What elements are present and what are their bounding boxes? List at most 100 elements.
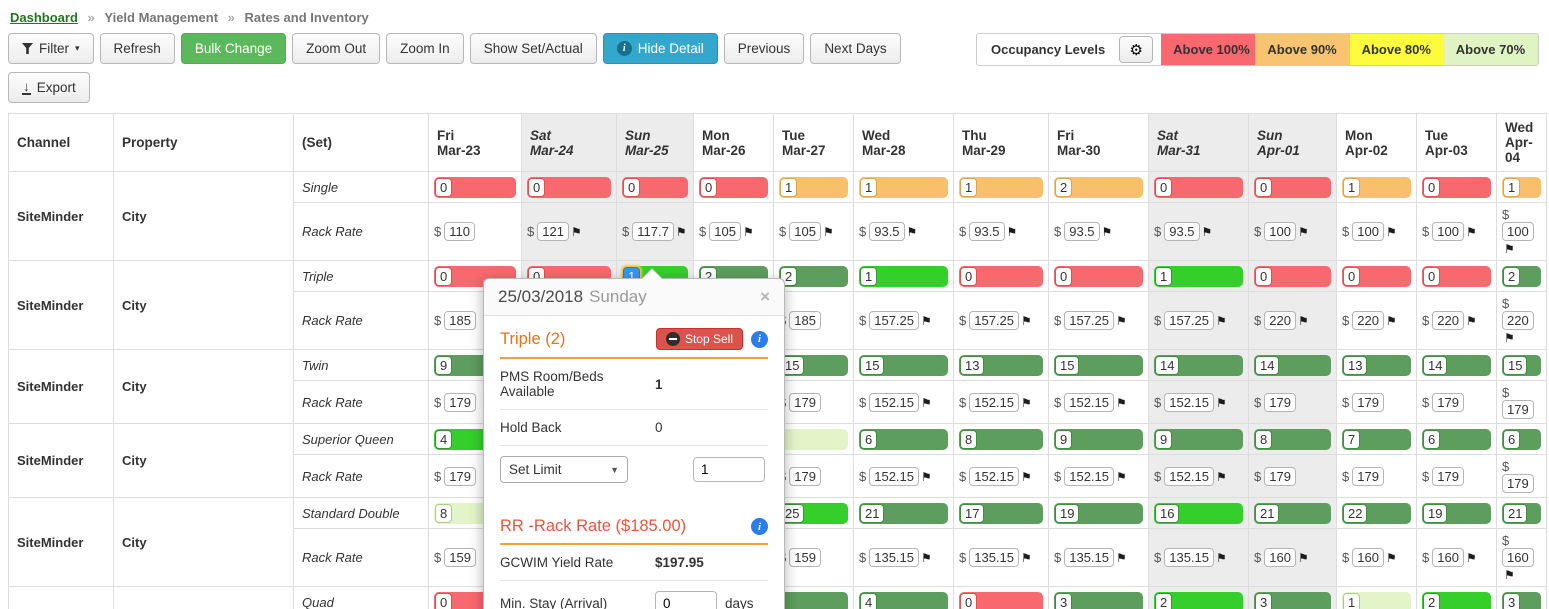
inventory-value-input[interactable]: 15 xyxy=(1503,355,1528,375)
inventory-value-input[interactable]: 1 xyxy=(1503,177,1521,197)
inventory-value-input[interactable]: 6 xyxy=(1503,429,1521,449)
rate-input[interactable]: 157.25 xyxy=(1164,311,1214,330)
flag-icon[interactable]: ⚑ xyxy=(742,225,754,239)
bulk-change-button[interactable]: Bulk Change xyxy=(180,33,287,64)
rate-input[interactable]: 117.7 xyxy=(632,222,674,241)
inventory-value-input[interactable]: 6 xyxy=(1423,429,1441,449)
inventory-value-input[interactable]: 1 xyxy=(860,177,878,197)
inventory-value-input[interactable]: 21 xyxy=(860,503,885,523)
rate-input[interactable]: 160 xyxy=(1502,548,1534,567)
rate-input[interactable]: 152.15 xyxy=(1064,466,1114,486)
inventory-value-input[interactable]: 0 xyxy=(1343,266,1361,286)
inventory-value-input[interactable]: 21 xyxy=(1503,503,1528,523)
flag-icon[interactable]: ⚑ xyxy=(570,225,582,239)
inventory-value-input[interactable]: 16 xyxy=(1155,503,1180,523)
zoom-in-button[interactable]: Zoom In xyxy=(386,33,464,64)
inventory-value-input[interactable]: 2 xyxy=(1503,266,1521,286)
flag-icon[interactable]: ⚑ xyxy=(822,225,834,239)
inventory-value-input[interactable]: 0 xyxy=(700,177,718,197)
rate-input[interactable]: 152.15 xyxy=(1164,466,1214,486)
rate-input[interactable]: 152.15 xyxy=(869,392,919,412)
rate-input[interactable]: 179 xyxy=(1264,392,1296,412)
inventory-value-input[interactable]: 2 xyxy=(1055,177,1073,197)
inventory-value-input[interactable]: 9 xyxy=(435,355,453,375)
rate-input[interactable]: 135.15 xyxy=(869,548,919,567)
flag-icon[interactable]: ⚑ xyxy=(1101,225,1113,239)
inventory-value-input[interactable]: 15 xyxy=(1055,355,1080,375)
inventory-value-input[interactable]: 0 xyxy=(435,266,453,286)
show-set-actual-button[interactable]: Show Set/Actual xyxy=(469,33,597,64)
inventory-value-input[interactable]: 1 xyxy=(860,266,878,286)
flag-icon[interactable]: ⚑ xyxy=(1297,314,1309,328)
inventory-value-input[interactable]: 13 xyxy=(960,355,985,375)
rate-input[interactable]: 179 xyxy=(1352,466,1384,486)
inventory-value-input[interactable]: 21 xyxy=(1255,503,1280,523)
next-days-button[interactable]: Next Days xyxy=(810,33,901,64)
flag-icon[interactable]: ⚑ xyxy=(1021,314,1032,328)
rate-input[interactable]: 160 xyxy=(1432,548,1464,567)
rate-input[interactable]: 179 xyxy=(1502,400,1534,419)
inventory-value-input[interactable]: 19 xyxy=(1423,503,1448,523)
gear-icon[interactable]: ⚙ xyxy=(1119,36,1154,63)
rate-input[interactable]: 179 xyxy=(444,392,476,412)
inventory-value-input[interactable]: 0 xyxy=(1055,266,1073,286)
flag-icon[interactable]: ⚑ xyxy=(1116,395,1127,410)
rate-input[interactable]: 152.15 xyxy=(869,466,919,486)
flag-icon[interactable]: ⚑ xyxy=(1297,551,1309,565)
inventory-value-input[interactable]: 22 xyxy=(1343,503,1368,523)
inventory-value-input[interactable]: 3 xyxy=(1255,592,1273,609)
set-limit-select[interactable]: Set Limit ▼ xyxy=(500,456,628,483)
flag-icon[interactable]: ⚑ xyxy=(1465,225,1477,239)
flag-icon[interactable]: ⚑ xyxy=(1504,568,1515,582)
inventory-value-input[interactable]: 9 xyxy=(1055,429,1073,449)
inventory-value-input[interactable]: 0 xyxy=(960,592,978,609)
set-limit-input[interactable] xyxy=(693,457,765,482)
flag-icon[interactable]: ⚑ xyxy=(1216,314,1227,328)
rate-input[interactable]: 100 xyxy=(1502,222,1534,241)
inventory-value-input[interactable]: 0 xyxy=(1255,177,1273,197)
previous-button[interactable]: Previous xyxy=(723,33,805,64)
flag-icon[interactable]: ⚑ xyxy=(921,469,932,484)
rate-input[interactable]: 100 xyxy=(1264,222,1296,241)
rate-input[interactable]: 159 xyxy=(444,548,476,567)
hide-detail-button[interactable]: i Hide Detail xyxy=(602,33,718,64)
rate-input[interactable]: 105 xyxy=(789,222,821,241)
rate-input[interactable]: 157.25 xyxy=(969,311,1019,330)
inventory-value-input[interactable]: 0 xyxy=(528,177,546,197)
rate-input[interactable]: 179 xyxy=(789,392,821,412)
zoom-out-button[interactable]: Zoom Out xyxy=(292,33,381,64)
inventory-value-input[interactable]: 13 xyxy=(1343,355,1368,375)
flag-icon[interactable]: ⚑ xyxy=(1465,314,1477,328)
inventory-value-input[interactable]: 8 xyxy=(435,503,453,523)
rate-input[interactable]: 220 xyxy=(1432,311,1464,330)
flag-icon[interactable]: ⚑ xyxy=(1116,551,1127,565)
rate-input[interactable]: 157.25 xyxy=(869,311,919,330)
inventory-value-input[interactable]: 14 xyxy=(1255,355,1280,375)
flag-icon[interactable]: ⚑ xyxy=(1116,469,1127,484)
rate-input[interactable]: 179 xyxy=(1352,392,1384,412)
flag-icon[interactable]: ⚑ xyxy=(1465,551,1477,565)
rate-input[interactable]: 157.25 xyxy=(1064,311,1114,330)
inventory-value-input[interactable]: 0 xyxy=(623,177,641,197)
inventory-value-input[interactable]: 1 xyxy=(1343,177,1361,197)
rate-input[interactable]: 179 xyxy=(444,466,476,486)
inventory-value-input[interactable]: 0 xyxy=(435,177,453,197)
info-icon[interactable]: i xyxy=(751,330,768,348)
info-icon[interactable]: i xyxy=(751,518,768,535)
inventory-value-input[interactable]: 0 xyxy=(435,592,453,609)
flag-icon[interactable]: ⚑ xyxy=(1021,469,1032,484)
export-button[interactable]: ↓ Export xyxy=(8,72,90,103)
inventory-value-input[interactable]: 4 xyxy=(860,592,878,609)
flag-icon[interactable]: ⚑ xyxy=(1504,331,1515,345)
rate-input[interactable]: 135.15 xyxy=(1164,548,1214,567)
flag-icon[interactable]: ⚑ xyxy=(1021,551,1032,565)
rate-input[interactable]: 93.5 xyxy=(869,222,905,241)
rate-input[interactable]: 93.5 xyxy=(1164,222,1200,241)
min-stay-input[interactable] xyxy=(655,591,717,609)
inventory-value-input[interactable]: 0 xyxy=(960,266,978,286)
rate-input[interactable]: 220 xyxy=(1352,311,1384,330)
flag-icon[interactable]: ⚑ xyxy=(1297,225,1309,239)
flag-icon[interactable]: ⚑ xyxy=(1216,551,1227,565)
rate-input[interactable]: 160 xyxy=(1264,548,1296,567)
inventory-value-input[interactable]: 8 xyxy=(960,429,978,449)
